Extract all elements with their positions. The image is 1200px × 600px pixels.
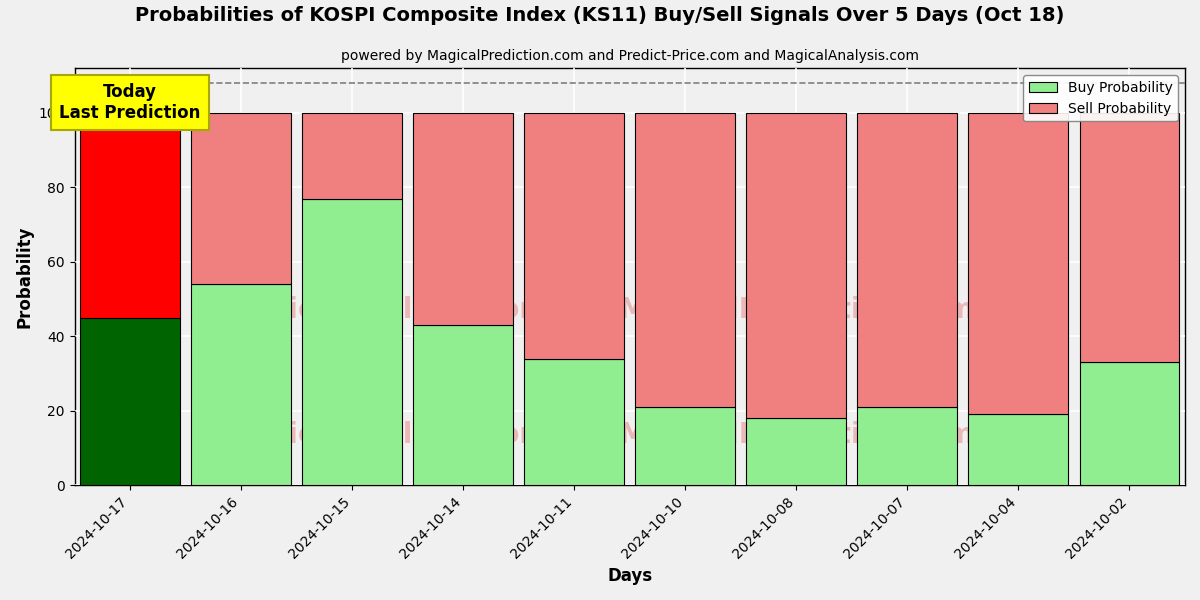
X-axis label: Days: Days (607, 567, 653, 585)
Bar (413, 113, 514, 325)
Text: MagicalAnalysis.com: MagicalAnalysis.com (222, 296, 548, 324)
Title: powered by MagicalPrediction.com and Predict-Price.com and MagicalAnalysis.com: powered by MagicalPrediction.com and Pre… (341, 49, 919, 63)
Bar (635, 113, 736, 407)
Bar (635, 407, 736, 485)
Bar (524, 359, 624, 485)
Text: MagicalPrediction.com: MagicalPrediction.com (618, 296, 974, 324)
Bar (191, 284, 292, 485)
Bar (746, 418, 846, 485)
Bar (191, 113, 292, 284)
Bar (1080, 362, 1180, 485)
Bar (80, 113, 180, 317)
Legend: Buy Probability, Sell Probability: Buy Probability, Sell Probability (1024, 75, 1178, 121)
Bar (1080, 113, 1180, 362)
Text: Today
Last Prediction: Today Last Prediction (60, 83, 200, 122)
Bar (80, 317, 180, 485)
Text: MagicalAnalysis.com: MagicalAnalysis.com (222, 421, 548, 449)
Bar (413, 325, 514, 485)
Bar (302, 113, 402, 199)
Y-axis label: Probability: Probability (16, 226, 34, 328)
Bar (302, 199, 402, 485)
Bar (858, 407, 958, 485)
Bar (968, 415, 1068, 485)
Bar (524, 113, 624, 359)
Text: Probabilities of KOSPI Composite Index (KS11) Buy/Sell Signals Over 5 Days (Oct : Probabilities of KOSPI Composite Index (… (136, 6, 1064, 25)
Bar (746, 113, 846, 418)
Bar (968, 113, 1068, 415)
Bar (858, 113, 958, 407)
Text: MagicalPrediction.com: MagicalPrediction.com (618, 421, 974, 449)
